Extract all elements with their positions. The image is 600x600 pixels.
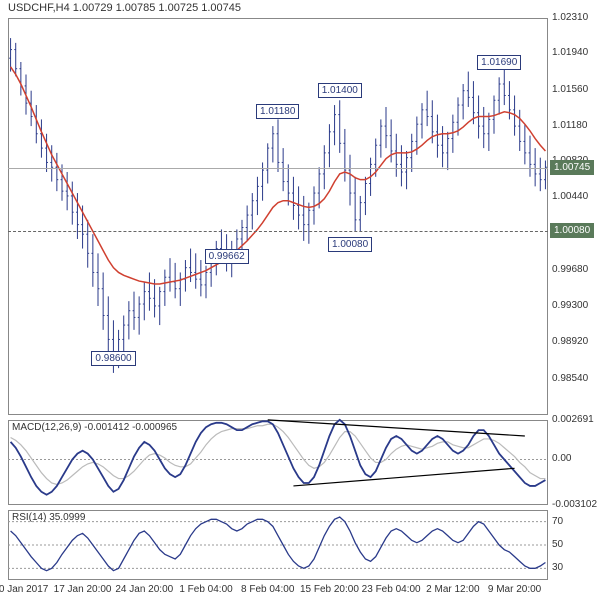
current-price-line [8,168,548,169]
x-tick-label: 24 Jan 20:00 [115,584,173,598]
price-annotation: 1.01690 [477,55,521,70]
x-tick-label: 15 Feb 20:00 [300,584,359,598]
macd-y-tick: -0.003102 [552,499,598,510]
x-tick-label: 10 Jan 2017 [0,584,48,598]
x-tick-label: 1 Feb 04:00 [179,584,232,598]
x-tick-label: 17 Jan 20:00 [54,584,112,598]
y-tick-label: 1.01180 [552,120,598,131]
y-tick-label: 0.99680 [552,264,598,275]
rsi-y-tick: 50 [552,539,598,550]
price-annotation: 1.00080 [328,237,372,252]
price-annotation: 0.99662 [205,249,249,264]
y-tick-label: 0.98920 [552,336,598,347]
y-tick-label: 1.01560 [552,84,598,95]
macd-title: MACD(12,26,9) -0.001412 -0.000965 [12,422,177,433]
x-tick-label: 2 Mar 12:00 [426,584,479,598]
rsi-svg [0,0,600,600]
rsi-title: RSI(14) 35.0999 [12,512,85,523]
price-annotation: 0.98600 [91,351,135,366]
rsi-y-tick: 70 [552,516,598,527]
price-badge: 1.00080 [550,223,594,238]
price-badge: 1.00745 [550,160,594,175]
reference-price-line [8,231,548,232]
y-tick-label: 0.98540 [552,373,598,384]
x-tick-label: 23 Feb 04:00 [362,584,421,598]
macd-y-tick: 0.00 [552,453,598,464]
rsi-y-tick: 30 [552,562,598,573]
price-annotation: 1.01400 [318,83,362,98]
y-tick-label: 0.99300 [552,300,598,311]
x-tick-label: 9 Mar 20:00 [488,584,541,598]
y-tick-label: 1.02310 [552,12,598,23]
price-annotation: 1.01180 [256,104,299,119]
macd-y-tick: 0.002691 [552,414,598,425]
y-tick-label: 1.00440 [552,191,598,202]
x-tick-label: 8 Feb 04:00 [241,584,294,598]
y-tick-label: 1.01940 [552,47,598,58]
